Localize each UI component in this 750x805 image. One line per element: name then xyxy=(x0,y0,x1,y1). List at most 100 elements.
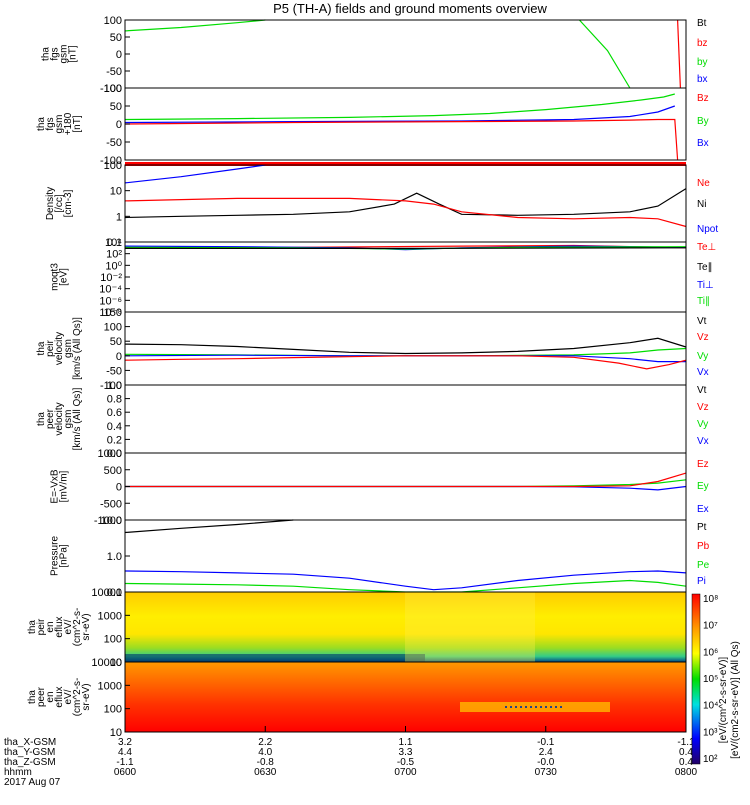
spectrogram-low-band xyxy=(125,654,425,662)
y-axis-label-line: tha xyxy=(27,620,38,634)
series-bz-2 xyxy=(677,19,681,89)
x-tick-label: 2.2 xyxy=(258,737,272,748)
y-tick-label: -100 xyxy=(100,83,122,95)
y-axis-label-line: en xyxy=(45,621,56,632)
y-axis-label-line: peir xyxy=(36,618,47,635)
panel-density: 100 10 1 0.1 Density[/cc][cm-3] Ne Ni Npot xyxy=(45,160,718,249)
y-tick-label: 10 xyxy=(110,186,122,198)
x-tick-label: 0700 xyxy=(394,767,417,778)
series-by-1 xyxy=(578,19,631,89)
series-By-0 xyxy=(124,93,675,121)
colorbar-tick-label: 10² xyxy=(703,754,718,765)
y-tick-label: 0.2 xyxy=(107,434,122,446)
x-tick-label: 0.4 xyxy=(679,757,693,768)
y-axis-label-line: tha xyxy=(36,341,47,355)
y-tick-label: 100 xyxy=(104,15,122,27)
legend-Vx: Vx xyxy=(697,367,709,378)
y-tick-label: 10² xyxy=(106,249,122,261)
legend-Pi: Pi xyxy=(697,576,706,587)
y-tick-label: -50 xyxy=(106,66,122,78)
colorbar-tick-label: 10⁷ xyxy=(703,621,718,632)
y-tick-label: 10⁰ xyxy=(105,260,122,272)
y-tick-label: 150 xyxy=(104,307,122,319)
x-tick-label: 4.4 xyxy=(118,747,132,758)
y-tick-label: 100 xyxy=(104,634,122,646)
flag-bar xyxy=(125,162,686,166)
y-axis-label-line: gsm xyxy=(54,115,65,134)
y-axis-label-line: fgs xyxy=(50,47,61,60)
y-axis-label-line: [cm-3] xyxy=(63,189,74,217)
y-tick-label: -1000 xyxy=(94,515,122,527)
legend-Bt: Bt xyxy=(697,18,707,29)
y-axis-label-line: E=-VxB xyxy=(50,469,61,504)
spectrogram xyxy=(125,592,686,662)
y-axis-label-line: (cm^2-s- xyxy=(72,608,83,647)
panel-peir_velocity: 150 100 50 0 -50 -100 thapeirvelocitygsm[km/s … xyxy=(36,307,709,392)
series-Ni-0 xyxy=(124,188,687,219)
y-tick-label: 0.8 xyxy=(107,394,122,406)
legend-Ez: Ez xyxy=(697,459,709,470)
panel-frame xyxy=(124,87,687,161)
legend-by: by xyxy=(697,57,708,68)
y-tick-label: 10⁻⁶ xyxy=(99,295,122,307)
x-axis-row-label: tha_Y-GSM xyxy=(4,747,55,758)
series-Bz-2 xyxy=(124,118,679,161)
legend-Pe: Pe xyxy=(697,560,710,571)
y-tick-label: 100 xyxy=(104,704,122,716)
spectrogram-patch xyxy=(405,592,535,662)
legend-Vy: Vy xyxy=(697,419,708,430)
colorbar-scale xyxy=(691,593,701,765)
y-axis-label-line: [nT] xyxy=(68,45,79,62)
panel-frame xyxy=(124,19,687,89)
page-title: P5 (TH-A) fields and ground moments over… xyxy=(273,1,547,16)
legend-Pb: Pb xyxy=(697,541,710,552)
y-axis-label-line: tha xyxy=(36,117,47,131)
y-axis-label-line: eV/ xyxy=(63,619,74,634)
y-axis-label: moqt3[eV] xyxy=(50,263,70,291)
y-tick-label: -100 xyxy=(100,380,122,392)
x-tick-label: 0.4 xyxy=(679,747,693,758)
y-tick-label: 100 xyxy=(104,160,122,172)
legend-Npot: Npot xyxy=(697,224,718,235)
y-axis-label-line: [nPa] xyxy=(59,544,70,568)
y-tick-label: 10⁻⁸ xyxy=(99,307,122,319)
y-tick-label: 1000 xyxy=(98,680,122,692)
legend-Te∥: Te∥ xyxy=(697,262,713,273)
y-tick-label: 0.4 xyxy=(107,421,122,433)
legend-Vt: Vt xyxy=(697,385,707,396)
y-tick-label: 10 xyxy=(110,657,122,669)
legend-Vx: Vx xyxy=(697,436,709,447)
x-tick-label: -0.1 xyxy=(537,737,555,748)
y-tick-label: 1 xyxy=(116,211,122,223)
series-Npot-2 xyxy=(124,164,266,184)
y-tick-label: 0.1 xyxy=(107,237,122,249)
x-tick-label: 0800 xyxy=(675,767,698,778)
y-axis-label-line: sr-eV) xyxy=(81,613,92,640)
y-tick-label: 1.0 xyxy=(107,380,122,392)
legend-Ey: Ey xyxy=(697,481,709,492)
series-Vz-3 xyxy=(124,355,687,370)
y-axis-label-line: Density xyxy=(45,187,56,220)
series-Ey-0 xyxy=(125,479,687,488)
legend-Te⊥: Te⊥ xyxy=(697,242,716,253)
legend-Vz: Vz xyxy=(697,332,709,343)
series-Te∥-3 xyxy=(125,247,687,249)
y-tick-label: 100 xyxy=(104,322,122,334)
y-tick-label: 10⁴ xyxy=(105,237,122,249)
y-axis-label-line: [km/s (All Qs)] xyxy=(72,387,83,450)
y-tick-label: -50 xyxy=(106,365,122,377)
legend-By: By xyxy=(697,116,709,127)
y-axis-label-line: sr-eV) xyxy=(81,683,92,710)
y-tick-label: 50 xyxy=(110,32,122,44)
legend-Ni: Ni xyxy=(697,199,706,210)
y-axis-label-line: [/cc] xyxy=(54,194,65,213)
legend-Ti⊥: Ti⊥ xyxy=(697,280,714,291)
y-tick-label: 0.6 xyxy=(107,407,122,419)
colorbar-tick-label: 10⁴ xyxy=(703,701,718,712)
colorbar-tick-label: 10⁵ xyxy=(703,674,718,685)
